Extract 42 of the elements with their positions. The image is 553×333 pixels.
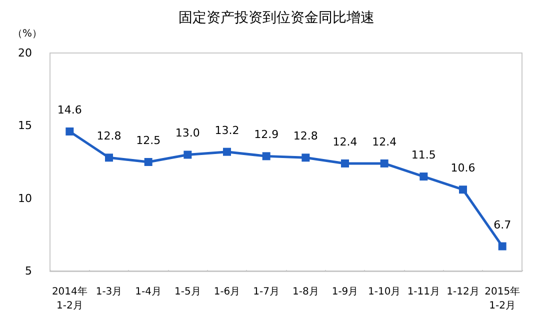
chart-title: 固定资产投资到位资金同比增速 [178,10,374,26]
data-label: 12.8 [96,130,122,143]
data-label: 12.5 [136,134,161,147]
data-label: 6.7 [494,218,512,232]
y-tick-label: 15 [18,119,32,132]
y-tick-label: 20 [18,46,32,60]
point [459,186,467,194]
x-tick-label: 1-5月 [174,286,201,298]
data-label: 11.5 [411,148,436,162]
data-label: 12.9 [254,128,279,142]
point [223,148,231,156]
x-tick-label: 1-11月 [407,286,440,298]
point [498,242,506,250]
x-tick-label: 1-6月 [214,286,240,298]
point [105,154,113,162]
x-tick-label: 1-9月 [332,286,358,298]
data-label: 13.2 [214,124,240,137]
data-label: 14.6 [57,103,82,116]
point [144,158,152,166]
point [302,154,310,162]
data-label: 13.0 [175,126,200,140]
data-label: 12.4 [372,135,397,148]
point [420,172,428,181]
x-tick-label: 1-7月 [253,286,280,298]
x-tick-label: 1-3月 [96,286,122,298]
x-tick-label: 2015年 1-2月 [484,286,520,312]
point [341,159,349,168]
x-tick-label: 1-4月 [135,286,162,298]
y-axis-title: （%） [12,28,42,40]
y-tick-label: 10 [18,192,32,205]
point [262,152,270,160]
point [66,127,74,136]
x-tick-label: 1-10月 [368,286,401,298]
data-label: 10.6 [450,162,476,175]
y-tick-label: 5 [25,264,32,278]
x-tick-label: 1-12月 [446,286,480,298]
x-tick-label: 2014年 1-2月 [52,286,88,312]
point [380,159,388,168]
x-tick-label: 1-8月 [292,286,319,298]
data-label: 12.4 [332,135,358,148]
point [184,150,192,159]
data-label: 12.8 [293,130,318,143]
